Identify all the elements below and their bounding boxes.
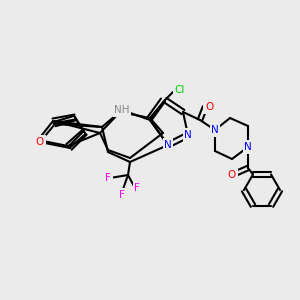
Text: N: N bbox=[244, 142, 252, 152]
Text: N: N bbox=[184, 130, 192, 140]
Text: O: O bbox=[36, 137, 44, 147]
Text: N: N bbox=[211, 125, 219, 135]
Text: N: N bbox=[164, 140, 172, 150]
Text: F: F bbox=[134, 183, 140, 193]
Text: F: F bbox=[119, 190, 125, 200]
Text: F: F bbox=[105, 173, 111, 183]
Text: O: O bbox=[228, 170, 236, 180]
Text: O: O bbox=[205, 102, 213, 112]
Text: NH: NH bbox=[114, 105, 130, 115]
Text: Cl: Cl bbox=[175, 85, 185, 95]
